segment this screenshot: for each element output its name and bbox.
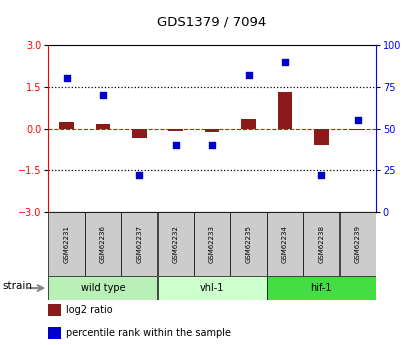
Point xyxy=(245,72,252,78)
Text: vhl-1: vhl-1 xyxy=(200,283,224,293)
Point xyxy=(100,92,106,98)
Bar xyxy=(132,128,147,138)
Bar xyxy=(194,212,230,276)
Bar xyxy=(267,276,376,300)
Text: GDS1379 / 7094: GDS1379 / 7094 xyxy=(158,16,267,29)
Bar xyxy=(241,119,256,128)
Text: GSM62236: GSM62236 xyxy=(100,225,106,263)
Bar xyxy=(96,124,110,128)
Bar xyxy=(158,212,194,276)
Text: wild type: wild type xyxy=(81,283,125,293)
Text: GSM62234: GSM62234 xyxy=(282,225,288,263)
Bar xyxy=(205,128,219,132)
Point xyxy=(281,59,288,64)
Bar xyxy=(340,212,376,276)
Point xyxy=(318,172,325,178)
Point xyxy=(63,76,70,81)
Bar xyxy=(231,212,267,276)
Bar xyxy=(158,276,267,300)
Text: GSM62239: GSM62239 xyxy=(355,225,361,263)
Bar xyxy=(168,128,183,131)
Bar xyxy=(314,128,328,145)
Bar xyxy=(303,212,339,276)
Text: GSM62231: GSM62231 xyxy=(63,225,69,263)
Bar xyxy=(59,121,74,128)
Text: GSM62237: GSM62237 xyxy=(136,225,142,263)
Bar xyxy=(48,304,61,316)
Bar xyxy=(267,212,303,276)
Bar xyxy=(121,212,158,276)
Bar xyxy=(278,92,292,128)
Text: percentile rank within the sample: percentile rank within the sample xyxy=(66,328,231,338)
Text: log2 ratio: log2 ratio xyxy=(66,305,113,315)
Text: GSM62232: GSM62232 xyxy=(173,225,178,263)
Point xyxy=(354,117,361,123)
Point xyxy=(136,172,143,178)
Bar xyxy=(48,212,84,276)
Text: hif-1: hif-1 xyxy=(310,283,332,293)
Point xyxy=(209,142,215,148)
Text: GSM62238: GSM62238 xyxy=(318,225,324,263)
Point xyxy=(172,142,179,148)
Bar xyxy=(48,276,158,300)
Bar xyxy=(48,327,61,339)
Text: strain: strain xyxy=(2,282,32,291)
Bar xyxy=(85,212,121,276)
Text: GSM62233: GSM62233 xyxy=(209,225,215,263)
Bar xyxy=(350,128,365,130)
Text: GSM62235: GSM62235 xyxy=(246,225,252,263)
